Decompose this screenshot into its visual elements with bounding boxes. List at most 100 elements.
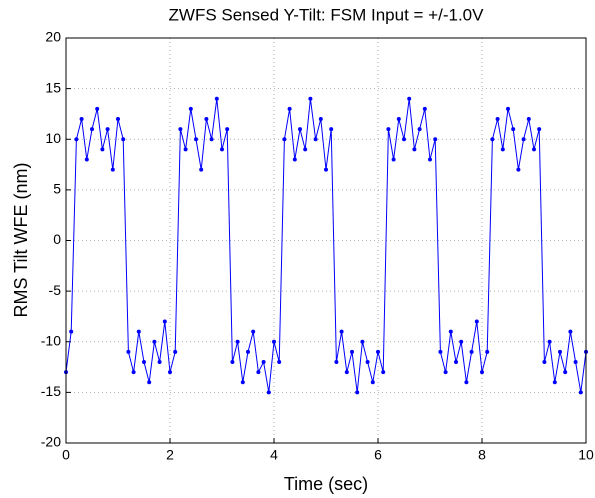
chart-title: ZWFS Sensed Y-Tilt: FSM Input = +/-1.0V — [169, 5, 485, 24]
data-point — [79, 117, 84, 121]
data-point — [90, 127, 94, 132]
data-point — [298, 127, 302, 132]
data-point — [391, 157, 396, 162]
data-point — [214, 96, 219, 101]
data-point — [292, 157, 297, 162]
data-point — [74, 137, 79, 142]
data-point — [313, 137, 318, 142]
data-point — [136, 329, 141, 334]
data-point — [381, 370, 386, 375]
data-point — [240, 380, 245, 385]
data-point — [422, 106, 427, 111]
data-point — [246, 349, 250, 354]
x-tick-label: 4 — [270, 447, 278, 463]
data-point — [100, 147, 105, 152]
data-point — [563, 370, 568, 375]
data-point — [376, 349, 380, 354]
data-point — [558, 349, 562, 354]
data-point — [464, 380, 469, 385]
data-point — [469, 349, 474, 354]
data-point — [261, 360, 266, 364]
data-point — [480, 370, 484, 375]
data-point — [454, 360, 458, 364]
data-point — [532, 147, 536, 152]
data-point — [230, 360, 235, 364]
data-point — [386, 127, 391, 132]
data-point — [131, 370, 136, 375]
data-point — [266, 390, 271, 395]
data-point — [448, 329, 453, 334]
data-point — [350, 349, 354, 354]
data-point — [116, 117, 120, 121]
data-point — [428, 157, 432, 162]
data-point — [178, 127, 183, 132]
data-point — [209, 137, 214, 142]
data-point — [537, 127, 542, 132]
data-point — [84, 157, 89, 162]
data-point — [126, 349, 131, 354]
y-tick-label: 15 — [45, 79, 61, 95]
data-point — [251, 329, 256, 334]
data-point — [168, 370, 172, 375]
data-point — [417, 127, 422, 132]
data-point — [157, 360, 162, 364]
data-point — [95, 106, 100, 111]
data-point — [121, 137, 126, 142]
data-point — [365, 360, 370, 364]
data-point — [474, 319, 479, 324]
data-point — [339, 329, 344, 334]
data-point — [334, 360, 339, 364]
data-point — [324, 167, 328, 172]
data-point — [552, 380, 557, 385]
data-point — [173, 349, 178, 354]
data-point — [370, 380, 375, 385]
data-point — [110, 167, 115, 172]
data-point — [402, 137, 406, 142]
data-point — [485, 349, 490, 354]
data-point — [547, 339, 552, 344]
y-tick-label: 20 — [45, 29, 61, 45]
data-point — [147, 380, 152, 385]
x-tick-label: 6 — [374, 447, 382, 463]
data-point — [272, 339, 276, 344]
data-point — [318, 117, 323, 121]
data-point — [225, 127, 230, 132]
data-point — [443, 370, 448, 375]
data-point — [344, 370, 349, 375]
data-point — [152, 339, 157, 344]
x-tick-label: 0 — [62, 447, 70, 463]
data-point — [199, 167, 204, 172]
data-point — [355, 390, 360, 395]
data-point — [573, 360, 578, 364]
data-point — [360, 339, 365, 344]
data-point — [433, 137, 438, 142]
y-tick-label: -10 — [41, 332, 61, 348]
data-point — [282, 137, 287, 142]
x-tick-label: 10 — [578, 447, 594, 463]
data-point — [495, 117, 500, 121]
data-point — [506, 106, 510, 111]
data-point — [204, 117, 209, 121]
data-point — [162, 319, 167, 324]
data-point — [277, 360, 282, 364]
data-point — [194, 137, 198, 142]
x-axis-label: Time (sec) — [284, 474, 368, 494]
y-tick-label: -5 — [49, 282, 62, 298]
data-point — [490, 137, 495, 142]
data-point — [500, 147, 505, 152]
y-tick-label: 10 — [45, 130, 61, 146]
data-point — [329, 127, 334, 132]
data-point — [568, 329, 573, 334]
data-point — [521, 137, 526, 142]
data-point — [578, 390, 583, 395]
x-tick-label: 8 — [478, 447, 486, 463]
data-point — [407, 96, 412, 101]
y-tick-label: 5 — [53, 181, 61, 197]
y-tick-label: -20 — [41, 434, 61, 450]
y-axis-label: RMS Tilt WFE (nm) — [11, 163, 31, 318]
data-point — [526, 117, 531, 121]
data-point — [69, 329, 74, 334]
data-point — [287, 106, 292, 111]
axes-box — [65, 37, 587, 444]
